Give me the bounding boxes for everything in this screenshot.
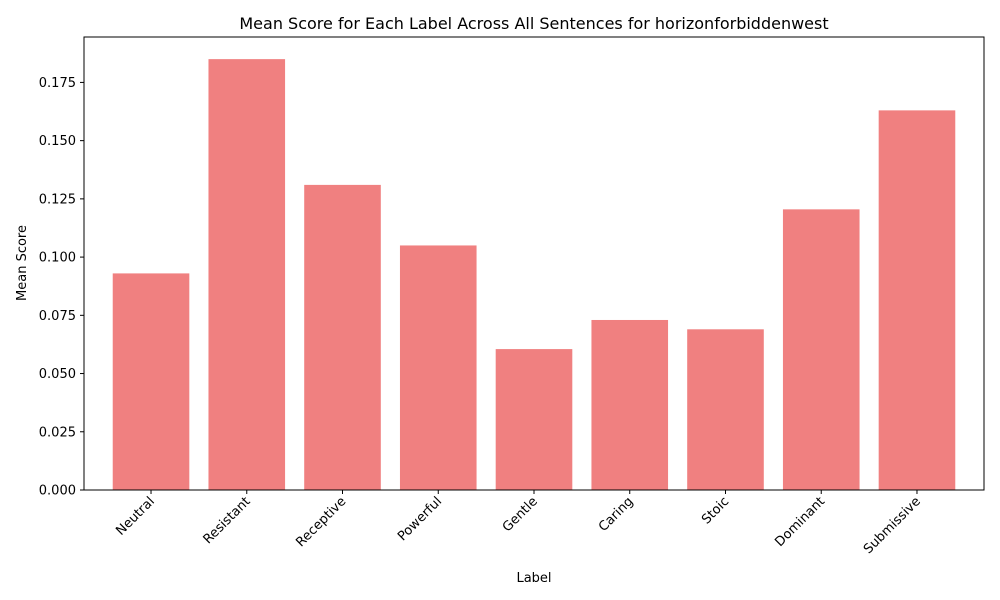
bar-gentle (495, 349, 573, 490)
x-tick-label: Stoic (699, 494, 732, 527)
bar-caring (591, 319, 669, 490)
y-tick-label: 0.050 (39, 367, 76, 382)
plot-frame (83, 36, 985, 491)
y-tick-label: 0.100 (39, 251, 76, 266)
y-tick-label: 0.075 (39, 309, 76, 324)
x-tick-label: Resistant (201, 494, 254, 547)
bar-dominant (782, 209, 860, 490)
x-tick-label: Powerful (395, 494, 445, 544)
x-tick-label: Receptive (293, 494, 349, 550)
bar-resistant (208, 59, 286, 490)
bar-stoic (687, 329, 764, 490)
y-tick-label: 0.000 (39, 484, 76, 499)
x-tick-label: Caring (596, 494, 637, 535)
bar-neutral (112, 273, 190, 490)
bar-powerful (399, 245, 477, 490)
x-tick-label: Neutral (113, 494, 158, 539)
y-axis-title: Mean Score (15, 225, 30, 301)
x-tick-label: Submissive (861, 494, 924, 557)
x-axis-title: Label (516, 571, 551, 586)
x-axis: Neutral Resistant Receptive Powerful Gentle C… (113, 490, 924, 557)
y-tick-label: 0.150 (39, 134, 76, 149)
y-tick-label: 0.125 (39, 192, 76, 207)
chart-title: Mean Score for Each Label Across All Sen… (239, 14, 828, 33)
x-tick-label: Gentle (500, 494, 541, 535)
bar-receptive (304, 184, 381, 490)
y-tick-label: 0.175 (39, 76, 76, 91)
bars-group (112, 59, 956, 491)
y-axis: 0.000 0.025 0.050 0.075 0.100 0.125 0.150 0.175 (39, 76, 84, 499)
y-tick-label: 0.025 (39, 425, 76, 440)
bar-submissive (878, 110, 956, 491)
x-tick-label: Dominant (772, 494, 828, 550)
